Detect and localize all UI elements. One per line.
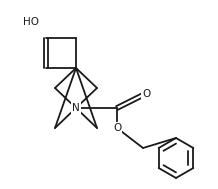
Text: O: O [113, 123, 121, 133]
Text: HO: HO [23, 17, 39, 27]
Text: O: O [142, 89, 150, 99]
Text: N: N [72, 103, 80, 113]
